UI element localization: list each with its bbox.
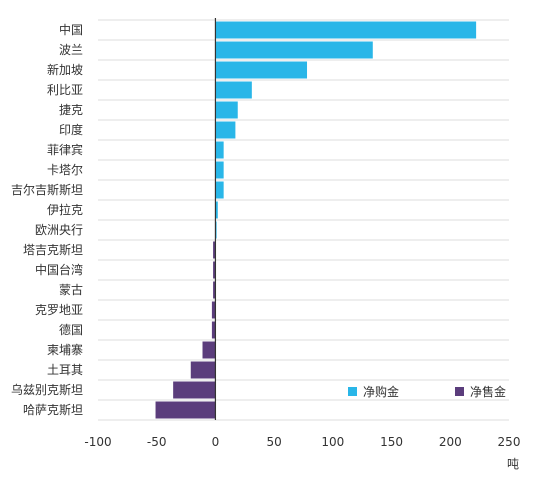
x-tick-label: 250 [498, 435, 521, 449]
bar-positive [215, 41, 373, 59]
category-label: 新加坡 [47, 62, 83, 77]
category-label: 吉尔吉斯斯坦 [11, 182, 83, 197]
bar-negative [213, 261, 216, 279]
category-label: 土耳其 [47, 363, 83, 377]
category-label: 利比亚 [47, 83, 83, 97]
bar-negative [173, 381, 216, 399]
bar-positive [215, 181, 224, 199]
category-label: 蒙古 [59, 282, 83, 297]
category-label: 柬埔寨 [47, 342, 83, 357]
category-label: 中国台湾 [35, 262, 83, 277]
bar-negative [213, 281, 216, 299]
category-label: 印度 [59, 122, 83, 137]
category-label: 乌兹别克斯坦 [11, 382, 83, 397]
category-labels: 中国波兰新加坡利比亚捷克印度菲律宾卡塔尔吉尔吉斯斯坦伊拉克欧洲央行塔吉克斯坦中国… [11, 22, 83, 417]
x-tick-labels: -100 -50 0 50 100 150 200 250 [84, 435, 520, 449]
bar-positive [215, 161, 224, 179]
bar-negative [190, 361, 216, 379]
legend-label-positive: 净购金 [363, 384, 399, 399]
bars [155, 21, 477, 419]
category-label: 塔吉克斯坦 [23, 243, 83, 257]
x-unit-label: 吨 [507, 457, 519, 471]
category-label: 中国 [59, 22, 83, 37]
category-label: 克罗地亚 [35, 303, 83, 317]
bar-negative [211, 301, 216, 319]
x-tick-label: -100 [84, 435, 111, 449]
x-tick-label: 200 [439, 435, 462, 449]
legend-label-negative: 净售金 [470, 384, 506, 399]
legend-swatch-positive [348, 387, 357, 396]
grid-lines [98, 19, 509, 421]
bar-negative [155, 401, 216, 419]
bar-positive [215, 21, 477, 39]
category-label: 欧洲央行 [35, 223, 83, 237]
x-tick-label: -50 [147, 435, 167, 449]
category-label: 卡塔尔 [47, 162, 83, 177]
legend-swatch-negative [455, 387, 464, 396]
x-tick-label: 150 [380, 435, 403, 449]
bar-positive [215, 201, 218, 219]
bar-positive [215, 61, 308, 79]
x-tick-label: 100 [321, 435, 344, 449]
x-tick-label: 50 [267, 435, 282, 449]
bar-positive [215, 101, 238, 119]
bar-positive [215, 141, 224, 159]
category-label: 波兰 [59, 43, 83, 57]
category-label: 哈萨克斯坦 [23, 403, 83, 417]
legend: 净购金 净售金 [348, 384, 506, 399]
bar-negative [202, 341, 216, 359]
bar-positive [215, 121, 236, 139]
bar-negative [213, 241, 216, 259]
category-label: 菲律宾 [47, 142, 83, 157]
category-label: 捷克 [59, 103, 83, 117]
x-tick-label: 0 [212, 435, 220, 449]
bar-positive [215, 81, 252, 99]
category-label: 德国 [59, 322, 83, 337]
bar-negative [211, 321, 216, 339]
category-label: 伊拉克 [47, 202, 83, 217]
